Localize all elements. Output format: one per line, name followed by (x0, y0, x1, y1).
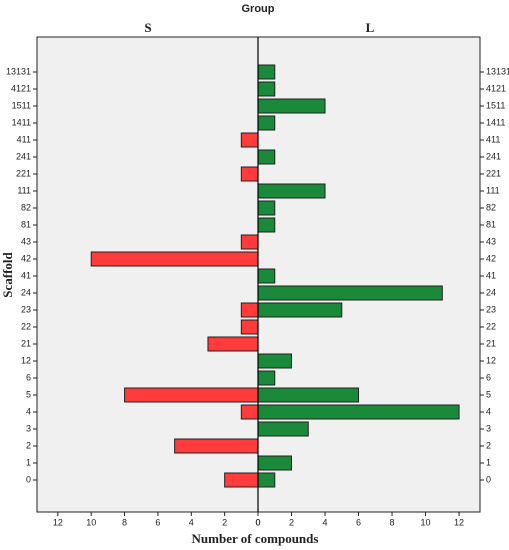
bar (240, 319, 259, 335)
y-tick-label: 3 (26, 423, 31, 433)
panel-label: S (144, 20, 151, 35)
y-tick-label: 3 (486, 423, 491, 433)
x-tick-label: 4 (323, 517, 328, 527)
y-tick-label: 13131 (6, 66, 31, 76)
bar (240, 166, 259, 182)
y-tick-label: 42 (486, 253, 496, 263)
bar (257, 183, 326, 199)
y-tick-label: 6 (486, 372, 491, 382)
y-tick-label: 42 (21, 253, 31, 263)
chart-title: Group (242, 3, 275, 15)
x-tick-label: 8 (122, 517, 127, 527)
y-tick-label: 411 (17, 134, 31, 144)
y-tick-label: 241 (16, 151, 31, 161)
x-tick-label: 12 (454, 517, 464, 527)
y-tick-label: 4 (486, 406, 491, 416)
y-tick-label: 22 (486, 321, 496, 331)
y-tick-label: 1411 (12, 117, 31, 127)
bar (224, 472, 259, 488)
y-tick-label: 5 (486, 389, 491, 399)
y-tick-label: 1 (486, 457, 491, 467)
y-tick-label: 4121 (11, 83, 31, 93)
x-tick-label: 6 (356, 517, 361, 527)
bar (174, 438, 259, 454)
y-tick-label: 81 (486, 219, 496, 229)
y-tick-label: 4 (26, 406, 31, 416)
x-tick-label: 10 (421, 517, 431, 527)
y-axis-label: Scaffold (0, 251, 15, 297)
x-tick-label: 6 (155, 517, 160, 527)
y-tick-label: 2 (26, 440, 31, 450)
y-tick-label: 241 (486, 151, 501, 161)
y-tick-label: 41 (21, 270, 31, 280)
y-tick-label: 43 (21, 236, 31, 246)
y-tick-label: 1511 (12, 100, 31, 110)
x-tick-label: 0 (255, 517, 260, 527)
bar (257, 81, 276, 97)
bar (257, 472, 276, 488)
bar (257, 285, 443, 301)
y-tick-label: 111 (17, 185, 31, 195)
y-tick-label: 1511 (486, 100, 505, 110)
x-tick-label: 10 (86, 517, 96, 527)
bar (90, 251, 259, 267)
bar (257, 455, 293, 471)
bar (257, 387, 360, 403)
bar (240, 404, 259, 420)
y-tick-label: 23 (21, 304, 31, 314)
bar (257, 421, 309, 437)
y-tick-label: 6 (26, 372, 31, 382)
bar (257, 268, 276, 284)
bar (207, 336, 259, 352)
y-tick-label: 82 (21, 202, 31, 212)
bar (257, 200, 276, 216)
bar (257, 64, 276, 80)
x-axis-label: Number of compounds (192, 531, 319, 546)
bar (257, 149, 276, 165)
y-tick-label: 0 (26, 474, 31, 484)
y-tick-label: 221 (16, 168, 31, 178)
y-tick-label: 1 (26, 457, 31, 467)
bar (257, 217, 276, 233)
y-tick-label: 81 (21, 219, 31, 229)
y-tick-label: 82 (486, 202, 496, 212)
x-tick-label: 12 (53, 517, 63, 527)
y-tick-label: 0 (486, 474, 491, 484)
bar (240, 234, 259, 250)
y-tick-label: 411 (486, 134, 500, 144)
y-tick-label: 111 (486, 185, 500, 195)
y-tick-label: 221 (486, 168, 501, 178)
bar (124, 387, 259, 403)
bar (257, 404, 460, 420)
y-tick-label: 21 (486, 338, 496, 348)
y-tick-label: 23 (486, 304, 496, 314)
y-tick-label: 5 (26, 389, 31, 399)
bar (240, 132, 259, 148)
y-tick-label: 12 (486, 355, 496, 365)
x-tick-label: 4 (189, 517, 194, 527)
bar (257, 302, 343, 318)
bar (257, 370, 276, 386)
x-tick-label: 2 (289, 517, 294, 527)
y-tick-label: 24 (21, 287, 31, 297)
y-tick-label: 2 (486, 440, 491, 450)
y-tick-label: 24 (486, 287, 496, 297)
x-tick-label: 8 (390, 517, 395, 527)
y-tick-label: 21 (21, 338, 31, 348)
x-tick-label: 0 (255, 517, 260, 527)
y-tick-label: 4121 (486, 83, 506, 93)
y-tick-label: 43 (486, 236, 496, 246)
bar (240, 302, 259, 318)
y-tick-label: 41 (486, 270, 496, 280)
bar (257, 353, 293, 369)
y-tick-label: 12 (21, 355, 31, 365)
panel-label: L (366, 20, 375, 35)
y-tick-label: 13131 (486, 66, 509, 76)
y-tick-label: 1411 (486, 117, 505, 127)
bar (257, 115, 276, 131)
bar (257, 98, 326, 114)
y-tick-label: 22 (21, 321, 31, 331)
x-tick-label: 2 (222, 517, 227, 527)
